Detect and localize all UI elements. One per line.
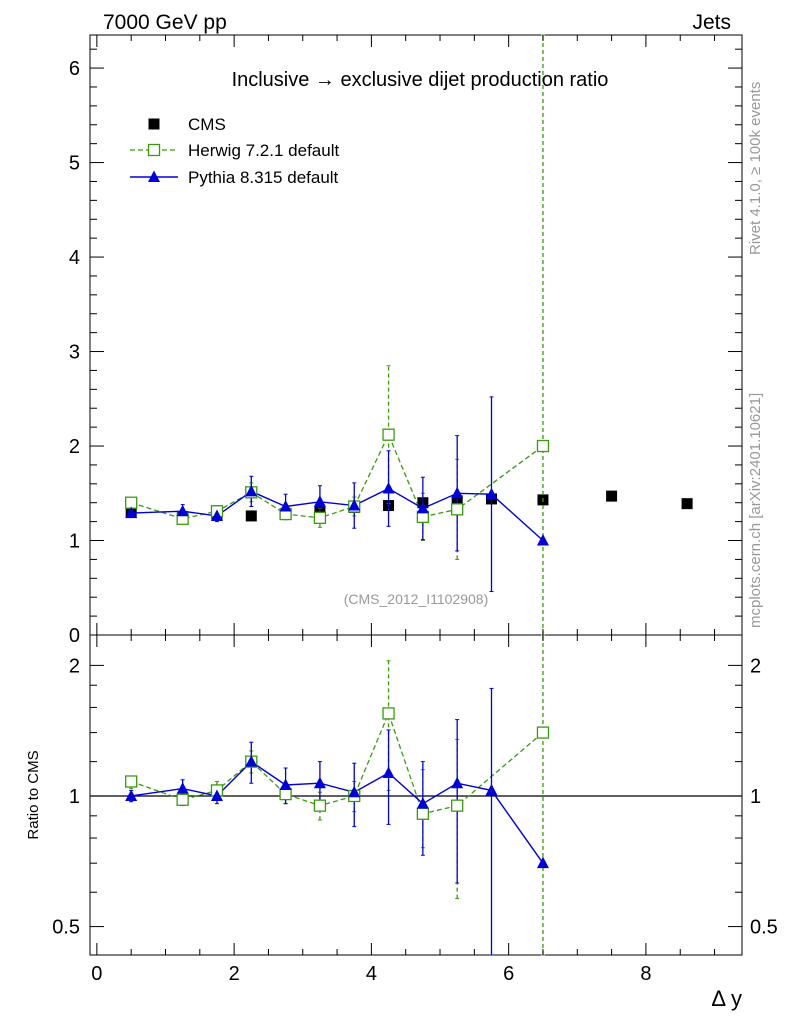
main-panel: 0 1 2 3 4 5 6 Inclusive → exclusive dijet prod…: [69, 34, 743, 647]
pythia-point: [348, 499, 361, 511]
ratio-pythia-point: [451, 776, 464, 789]
ratio-y-tick-label: 1: [69, 786, 80, 808]
legend-herwig-marker: [147, 143, 161, 157]
y-tick-label: 4: [69, 247, 80, 269]
pythia-point: [125, 506, 138, 519]
x-axis: 0 2 4 6 8: [91, 35, 716, 985]
herwig-point: [451, 503, 464, 516]
ratio-axes: 0.5 0.5 1 1 2 2: [52, 655, 778, 938]
mcplots-label: mcplots.cern.ch [arXiv:2401.10621]: [747, 393, 764, 628]
x-tick-label: 4: [366, 963, 377, 985]
ratio-pythia-line: [131, 760, 544, 864]
herwig-point: [125, 496, 138, 509]
ratio-pythia-point: [210, 789, 223, 801]
ratio-panel: 0.5 0.5 1 1 2 2 Ratio to CMS: [25, 634, 778, 956]
ratio-herwig-point: [416, 807, 430, 820]
herwig-point: [536, 439, 550, 453]
pythia-point: [279, 499, 292, 512]
ratio-herwig-point: [176, 793, 189, 806]
herwig-point: [313, 511, 327, 524]
main-marks: [125, 34, 693, 636]
pythia-point: [451, 486, 464, 499]
ratio-herwig-point: [125, 775, 138, 788]
pythia-point: [485, 487, 498, 500]
y-tick-label: 2: [69, 436, 80, 458]
main-axes: 0 1 2 3 4 5 6: [69, 48, 742, 647]
legend: CMS Herwig 7.2.1 default Pythia 8.315 defa…: [130, 115, 339, 187]
main-title: Inclusive → exclusive dijet production r…: [232, 69, 609, 91]
ratio-y-tick-label: 2: [69, 655, 80, 677]
x-tick-label: 8: [640, 963, 651, 985]
legend-pythia-marker: [148, 170, 160, 182]
x-axis-label: Δ y: [711, 986, 742, 1011]
beam-label: 7000 GeV pp: [103, 11, 227, 34]
cms-point: [606, 490, 618, 502]
y-tick-label: 1: [69, 531, 80, 553]
x-tick-label: 6: [503, 963, 514, 985]
pythia-point: [416, 501, 429, 514]
legend-label: Herwig 7.2.1 default: [188, 141, 339, 160]
y-tick-label: 5: [69, 153, 80, 175]
legend-label: Pythia 8.315 default: [188, 168, 339, 187]
category-label: Jets: [692, 11, 731, 34]
cms-point: [245, 510, 257, 522]
ratio-pythia-point: [536, 856, 549, 869]
ratio-pythia-point: [176, 782, 189, 794]
ratio-pythia-point: [382, 766, 395, 778]
ratio-pythia-point: [125, 789, 138, 801]
x-tick-label: 2: [229, 963, 240, 985]
ratio-pythia-point: [279, 778, 292, 791]
ratio-y-tick-label-right: 2: [750, 655, 761, 677]
ratio-pythia-point: [245, 755, 258, 767]
ratio-pythia-point: [313, 776, 326, 789]
pythia-point: [536, 534, 549, 546]
x-tick-label: 0: [91, 963, 102, 985]
ratio-herwig-line: [130, 711, 544, 815]
y-tick-label: 0: [69, 625, 80, 647]
ratio-herwig-point: [536, 726, 550, 739]
pythia-point: [245, 484, 258, 497]
ratio-pythia-point: [416, 797, 429, 809]
ratio-y-tick-label: 0.5: [52, 917, 80, 939]
ratio-plot-frame: [89, 634, 743, 956]
ratio-herwig-point: [451, 799, 464, 812]
y-tick-label: 6: [69, 58, 80, 80]
ratio-ylabel: Ratio to CMS: [25, 750, 42, 839]
ratio-pythia-point: [485, 783, 498, 796]
y-tick-label: 3: [69, 342, 80, 364]
ratio-marks: [125, 634, 550, 956]
pythia-point: [313, 495, 326, 507]
ratio-pythia-point: [348, 785, 361, 798]
legend-cms-marker: [148, 118, 160, 130]
ratio-herwig-point: [313, 799, 327, 812]
rivet-label: Rivet 4.1.0, ≥ 100k events: [747, 82, 764, 255]
ratio-y-tick-label-right: 0.5: [750, 917, 778, 939]
herwig-line: [130, 433, 544, 520]
watermark: (CMS_2012_I1102908): [344, 591, 489, 607]
pythia-point: [382, 482, 395, 494]
pythia-point: [210, 509, 223, 521]
pythia-line: [131, 487, 544, 542]
ratio-herwig-point: [279, 787, 292, 801]
pythia-point: [176, 504, 189, 517]
ratio-herwig-point: [382, 707, 395, 720]
legend-label: CMS: [188, 115, 226, 134]
ratio-y-tick-label-right: 1: [750, 786, 761, 808]
cms-point: [681, 498, 693, 510]
herwig-point: [382, 428, 395, 441]
